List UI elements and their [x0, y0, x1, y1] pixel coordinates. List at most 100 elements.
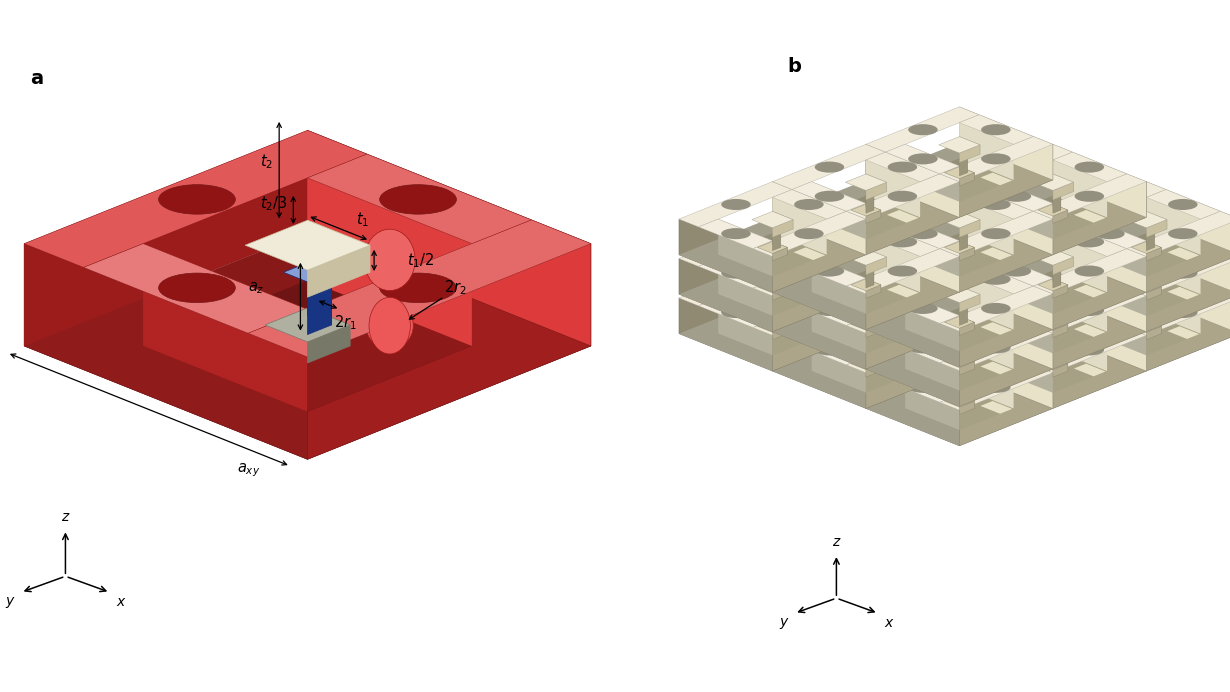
Polygon shape: [905, 273, 1014, 316]
Polygon shape: [905, 312, 1014, 356]
Polygon shape: [1053, 253, 1074, 271]
Polygon shape: [1053, 285, 1068, 298]
Polygon shape: [772, 298, 827, 356]
Polygon shape: [866, 183, 959, 257]
Polygon shape: [772, 190, 846, 219]
Polygon shape: [1053, 182, 1146, 255]
Polygon shape: [866, 263, 873, 285]
Polygon shape: [866, 146, 979, 192]
Polygon shape: [1092, 259, 1146, 316]
Polygon shape: [866, 219, 959, 292]
Polygon shape: [845, 253, 887, 269]
Polygon shape: [812, 310, 920, 354]
Polygon shape: [959, 298, 1053, 371]
Ellipse shape: [982, 277, 1011, 289]
Polygon shape: [980, 401, 1012, 414]
Polygon shape: [959, 194, 967, 215]
Polygon shape: [905, 387, 1014, 430]
Polygon shape: [959, 151, 967, 173]
Polygon shape: [866, 296, 979, 341]
Polygon shape: [1053, 221, 1074, 239]
Polygon shape: [772, 268, 846, 298]
Polygon shape: [980, 172, 1012, 185]
Polygon shape: [1125, 211, 1167, 228]
Polygon shape: [845, 213, 887, 230]
Polygon shape: [772, 298, 866, 371]
Polygon shape: [1053, 145, 1146, 217]
Polygon shape: [851, 283, 881, 295]
Ellipse shape: [367, 240, 413, 280]
Polygon shape: [772, 261, 866, 334]
Polygon shape: [792, 336, 866, 365]
Ellipse shape: [1095, 238, 1124, 249]
Polygon shape: [938, 136, 980, 153]
Polygon shape: [753, 211, 866, 257]
Polygon shape: [792, 296, 866, 325]
Polygon shape: [1146, 259, 1230, 331]
Polygon shape: [959, 264, 1033, 294]
Polygon shape: [772, 287, 787, 300]
Ellipse shape: [814, 316, 844, 327]
Polygon shape: [1053, 221, 1166, 266]
Polygon shape: [999, 310, 1107, 354]
Polygon shape: [886, 259, 959, 288]
Polygon shape: [959, 206, 974, 219]
Ellipse shape: [1001, 237, 1031, 248]
Ellipse shape: [908, 228, 937, 239]
Polygon shape: [1167, 247, 1199, 260]
Polygon shape: [940, 211, 1053, 257]
Polygon shape: [1032, 174, 1074, 190]
Polygon shape: [1092, 273, 1200, 316]
Polygon shape: [940, 325, 1053, 371]
Polygon shape: [959, 311, 1014, 369]
Polygon shape: [772, 255, 959, 329]
Polygon shape: [959, 183, 1053, 257]
Polygon shape: [866, 296, 887, 314]
Polygon shape: [1053, 239, 1107, 296]
Polygon shape: [866, 228, 873, 250]
Ellipse shape: [1075, 316, 1105, 327]
Polygon shape: [679, 219, 772, 292]
Ellipse shape: [367, 302, 413, 349]
Ellipse shape: [721, 228, 750, 239]
Polygon shape: [959, 356, 974, 369]
Polygon shape: [1053, 306, 1060, 327]
Polygon shape: [866, 152, 940, 182]
Polygon shape: [1125, 290, 1167, 307]
Polygon shape: [938, 286, 980, 302]
Polygon shape: [886, 183, 959, 213]
Polygon shape: [845, 327, 887, 344]
Polygon shape: [866, 223, 959, 296]
Polygon shape: [308, 244, 472, 412]
Polygon shape: [959, 221, 1053, 294]
Polygon shape: [959, 296, 1053, 369]
Polygon shape: [772, 265, 780, 287]
Polygon shape: [959, 229, 1033, 259]
Polygon shape: [1146, 265, 1154, 287]
Polygon shape: [866, 364, 881, 377]
Polygon shape: [1053, 244, 1068, 257]
Polygon shape: [959, 287, 974, 300]
Ellipse shape: [1075, 266, 1105, 277]
Polygon shape: [866, 213, 887, 231]
Polygon shape: [1053, 263, 1060, 285]
Ellipse shape: [814, 345, 844, 356]
Polygon shape: [959, 401, 974, 415]
Polygon shape: [679, 182, 792, 227]
Polygon shape: [1053, 266, 1127, 296]
Polygon shape: [1073, 219, 1146, 248]
Polygon shape: [959, 154, 967, 176]
Polygon shape: [1132, 281, 1161, 293]
Polygon shape: [959, 294, 1014, 352]
Polygon shape: [866, 253, 887, 271]
Ellipse shape: [982, 228, 1011, 239]
Polygon shape: [772, 221, 866, 294]
Polygon shape: [718, 273, 827, 316]
Polygon shape: [1132, 320, 1161, 332]
Polygon shape: [1146, 290, 1167, 308]
Polygon shape: [1073, 298, 1146, 327]
Ellipse shape: [1075, 345, 1105, 356]
Polygon shape: [792, 261, 866, 290]
Polygon shape: [959, 286, 980, 304]
Polygon shape: [1127, 251, 1230, 296]
